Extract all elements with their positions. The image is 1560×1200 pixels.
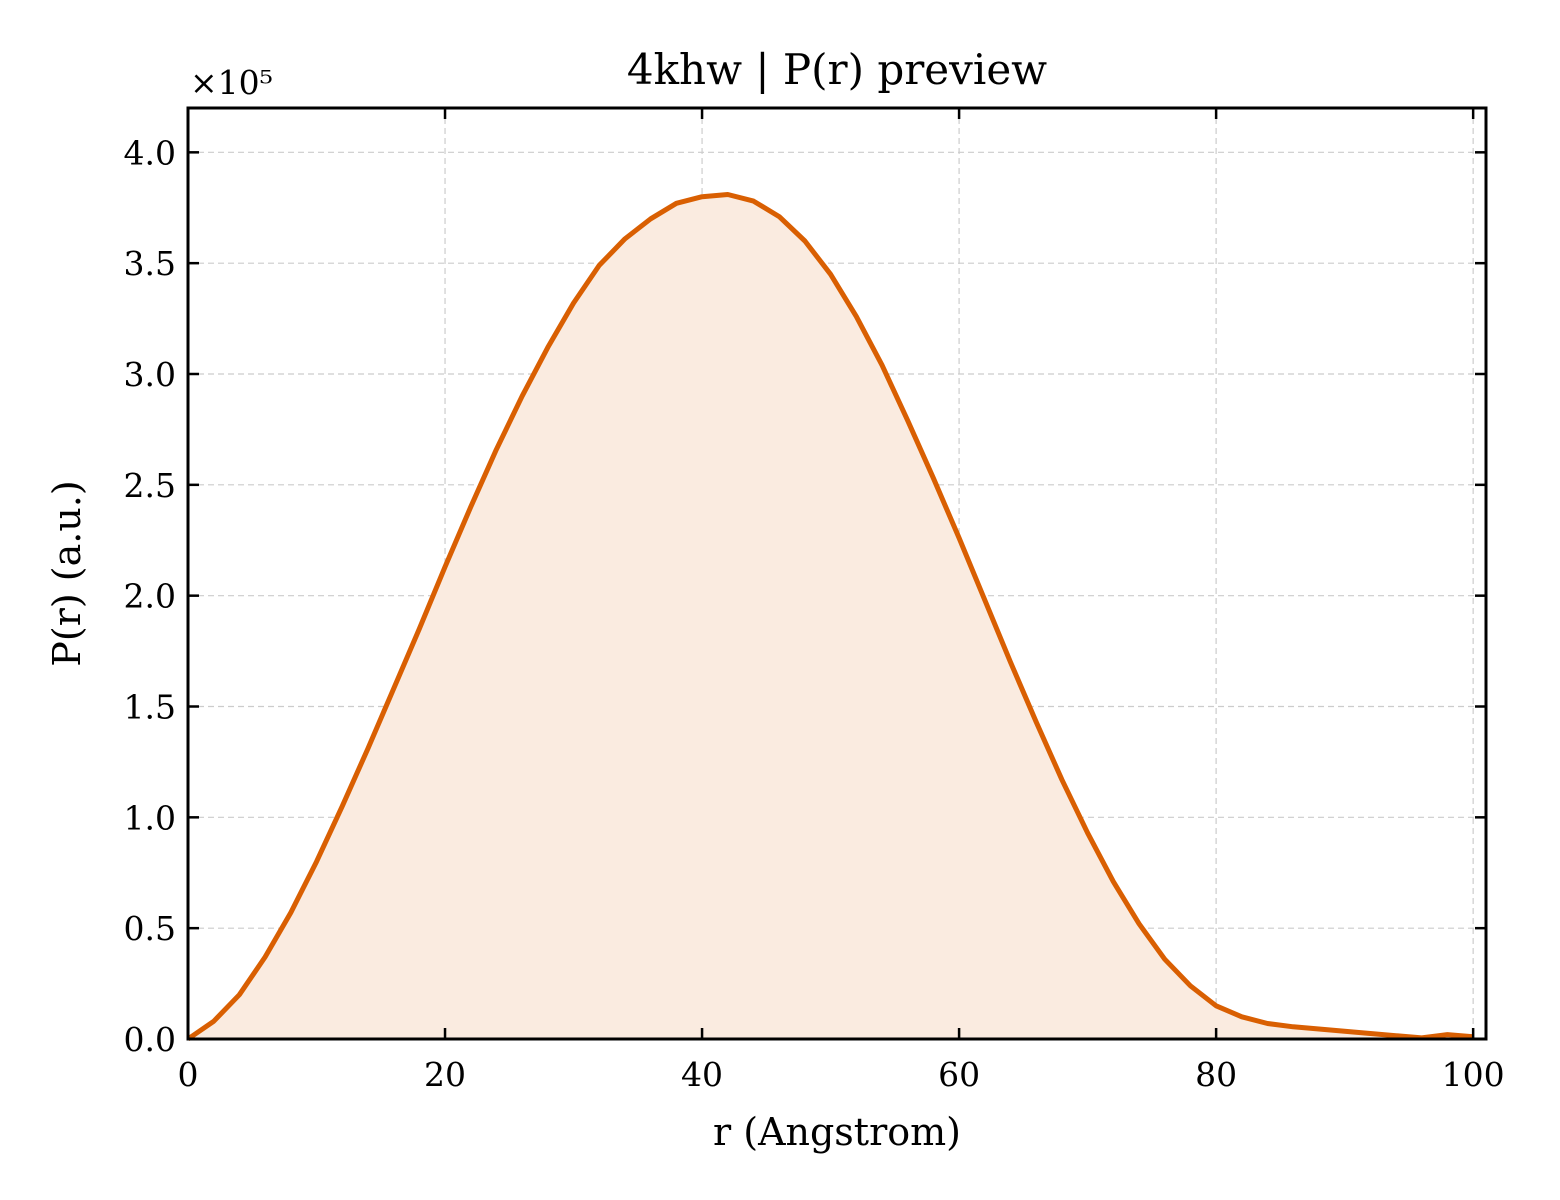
x-tick-label: 60 xyxy=(938,1055,980,1094)
axis-ticks: 0 20 40 60 80 100 0.0 0.5 1.0 1.5 2.0 2.5 3.0 3.5 4.0 xyxy=(124,108,1505,1094)
chart-title: 4khw | P(r) preview xyxy=(627,45,1047,94)
series-line xyxy=(186,192,1474,1042)
x-tick-label: 20 xyxy=(424,1055,466,1094)
y-multiplier-label: ×10⁵ xyxy=(190,63,273,102)
y-axis-label: P(r) (a.u.) xyxy=(45,480,89,666)
area-fill xyxy=(188,194,1474,1039)
y-tick-label: 3.5 xyxy=(124,244,176,283)
x-tick-label: 80 xyxy=(1195,1055,1237,1094)
y-tick-label: 0.5 xyxy=(124,909,176,948)
y-tick-label: 1.0 xyxy=(124,798,176,837)
x-tick-label: 40 xyxy=(681,1055,723,1094)
y-tick-label: 1.5 xyxy=(124,688,176,727)
x-tick-label: 100 xyxy=(1442,1055,1505,1094)
y-tick-label: 2.0 xyxy=(124,577,176,616)
y-tick-label: 0.0 xyxy=(124,1020,176,1059)
y-tick-label: 3.0 xyxy=(124,355,176,394)
plot-frame xyxy=(186,106,1488,1041)
y-tick-label: 2.5 xyxy=(124,466,176,505)
y-tick-label: 4.0 xyxy=(124,133,176,172)
x-axis-label: r (Angstrom) xyxy=(713,1110,961,1154)
x-tick-label: 0 xyxy=(178,1055,199,1094)
